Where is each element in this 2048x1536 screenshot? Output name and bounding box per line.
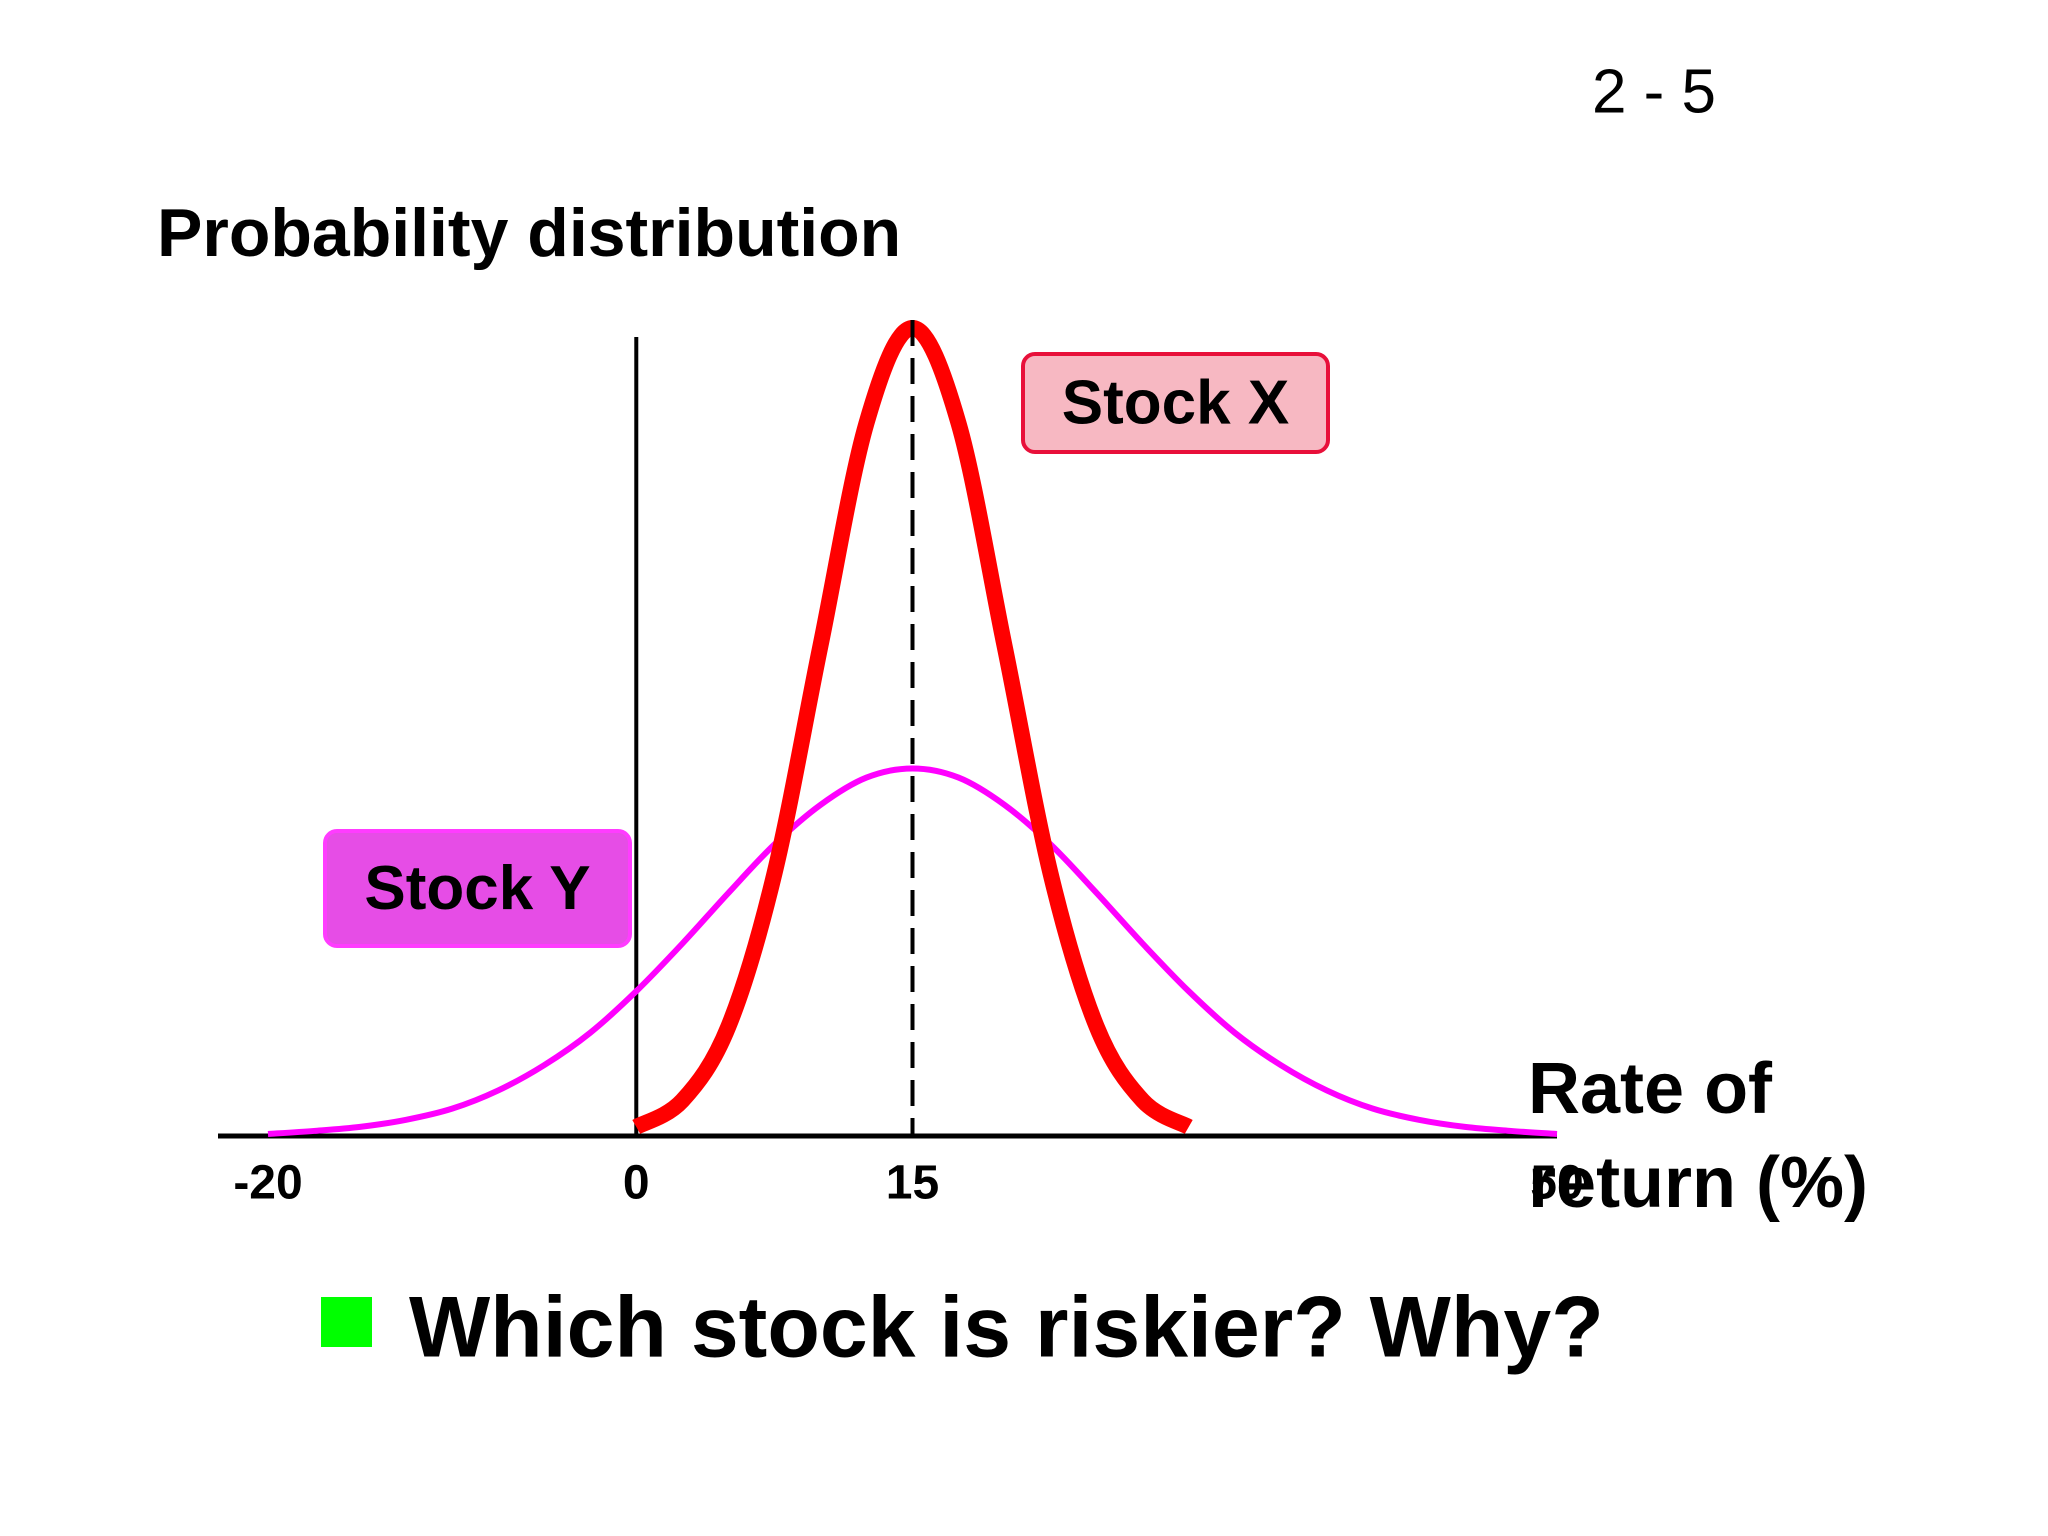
series-line (267, 765, 1558, 1137)
series-label-box (1021, 352, 1330, 454)
x-tick-label: -20 (233, 1157, 302, 1210)
x-tick-label: 50 (1530, 1157, 1583, 1210)
series-label: Stock X (1062, 368, 1289, 437)
x-tick-label: 0 (623, 1157, 650, 1210)
series-label: Stock Y (364, 854, 590, 923)
bullet-marker (321, 1297, 372, 1347)
question: Which stock is riskier? Why? (409, 1280, 1604, 1376)
series-label-box (323, 829, 632, 948)
slide-number: 2 - 5 (1592, 57, 1716, 126)
x-tick-label: 15 (886, 1157, 939, 1210)
chart-title: Probability distribution (157, 195, 901, 271)
x-axis-label: return (%) (1528, 1143, 1868, 1223)
x-axis-label: Rate of (1528, 1049, 1773, 1129)
